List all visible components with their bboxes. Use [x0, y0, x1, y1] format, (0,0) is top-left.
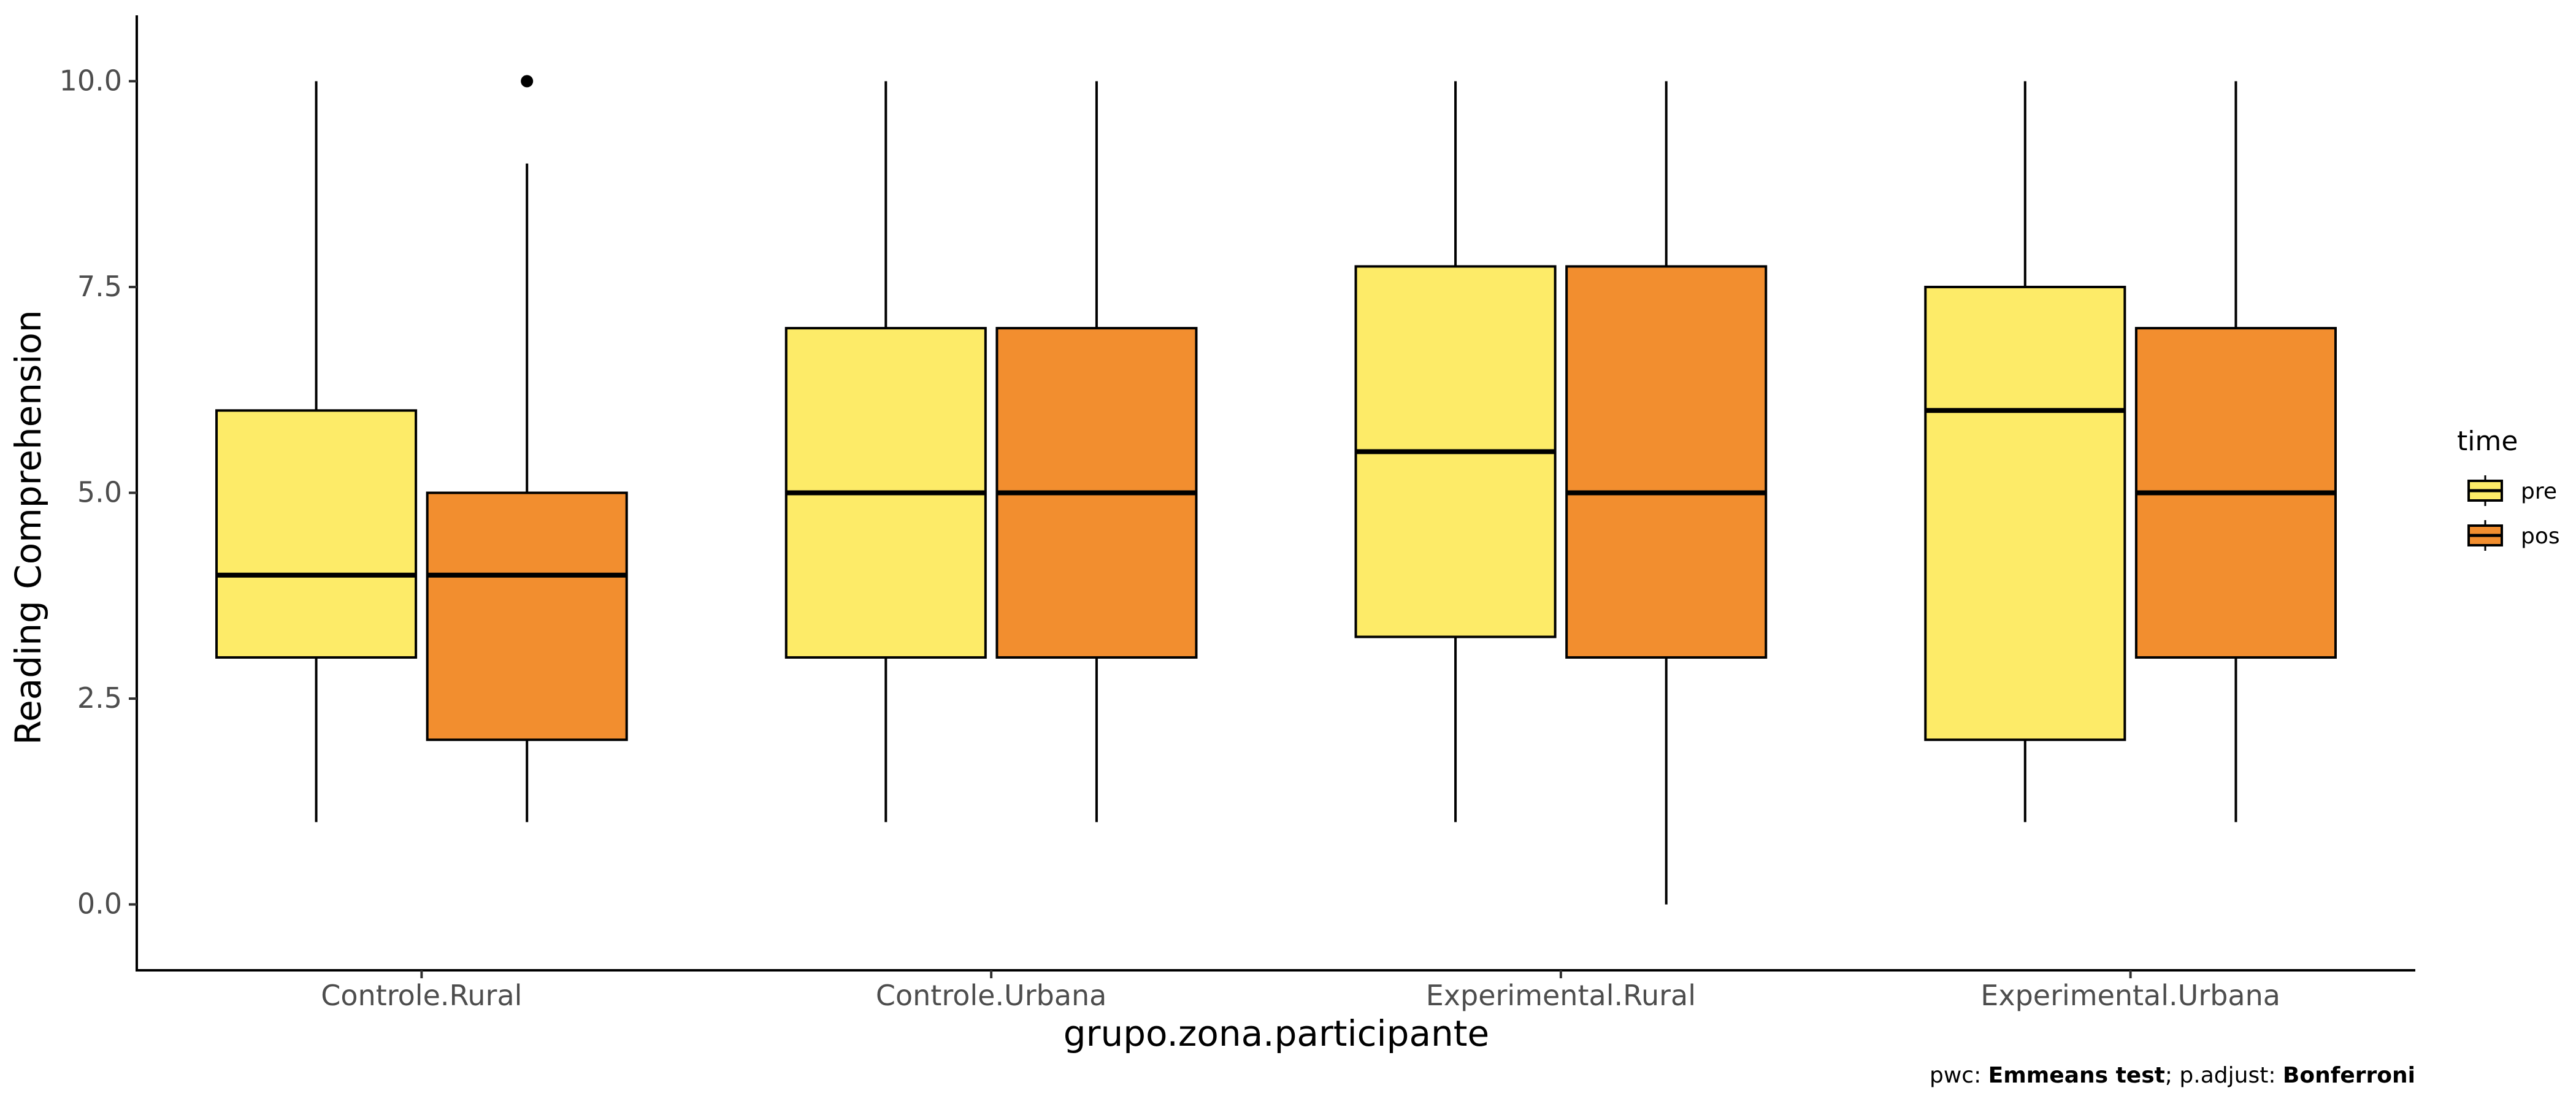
boxes — [215, 75, 2337, 905]
box-iqr — [215, 409, 418, 659]
y-tick-label: 10.0 — [59, 64, 122, 97]
y-ticks: 0.0 2.5 5.0 7.5 10.0 — [59, 64, 137, 921]
x-axis-title: grupo.zona.participante — [1064, 1013, 1489, 1054]
box-pos-controle-urbana — [995, 81, 1198, 822]
box-pre-experimental-rural — [1354, 81, 1557, 822]
y-tick-label: 5.0 — [77, 476, 122, 509]
x-tick-label: Controle.Rural — [321, 979, 522, 1012]
box-iqr — [1565, 265, 1768, 659]
x-tick-label: Experimental.Urbana — [1980, 979, 2280, 1012]
x-ticks: Controle.Rural Controle.Urbana Experimenta… — [321, 970, 2280, 1012]
box-iqr — [426, 491, 628, 742]
y-tick-label: 2.5 — [77, 681, 122, 715]
x-tick-label: Experimental.Rural — [1426, 979, 1696, 1012]
caption-middle: ; p.adjust: — [2165, 1063, 2283, 1088]
caption-test: Emmeans test — [1988, 1063, 2165, 1088]
box-pos-experimental-urbana — [2134, 81, 2337, 822]
y-axis-title: Reading Comprehension — [7, 310, 49, 745]
box-iqr — [1924, 285, 2126, 742]
legend-items: pre pos — [2467, 475, 2560, 551]
legend-title: time — [2457, 426, 2518, 457]
box-pos-experimental-rural — [1565, 81, 1768, 905]
caption: pwc: Emmeans test; p.adjust: Bonferroni — [1930, 1063, 2415, 1088]
box-pre-controle-rural — [215, 81, 418, 822]
outlier-point — [521, 75, 534, 88]
y-tick-label: 7.5 — [77, 270, 122, 303]
x-tick-label: Controle.Urbana — [876, 979, 1107, 1012]
legend: time pre pos — [2457, 426, 2560, 551]
caption-method: Bonferroni — [2283, 1063, 2415, 1088]
legend-label-pos: pos — [2521, 524, 2560, 549]
caption-prefix: pwc: — [1930, 1063, 1988, 1088]
box-pre-controle-urbana — [784, 81, 987, 822]
y-tick-label: 0.0 — [77, 887, 122, 921]
box-pos-controle-rural — [426, 75, 628, 822]
box-pre-experimental-urbana — [1924, 81, 2126, 822]
legend-label-pre: pre — [2521, 479, 2557, 504]
